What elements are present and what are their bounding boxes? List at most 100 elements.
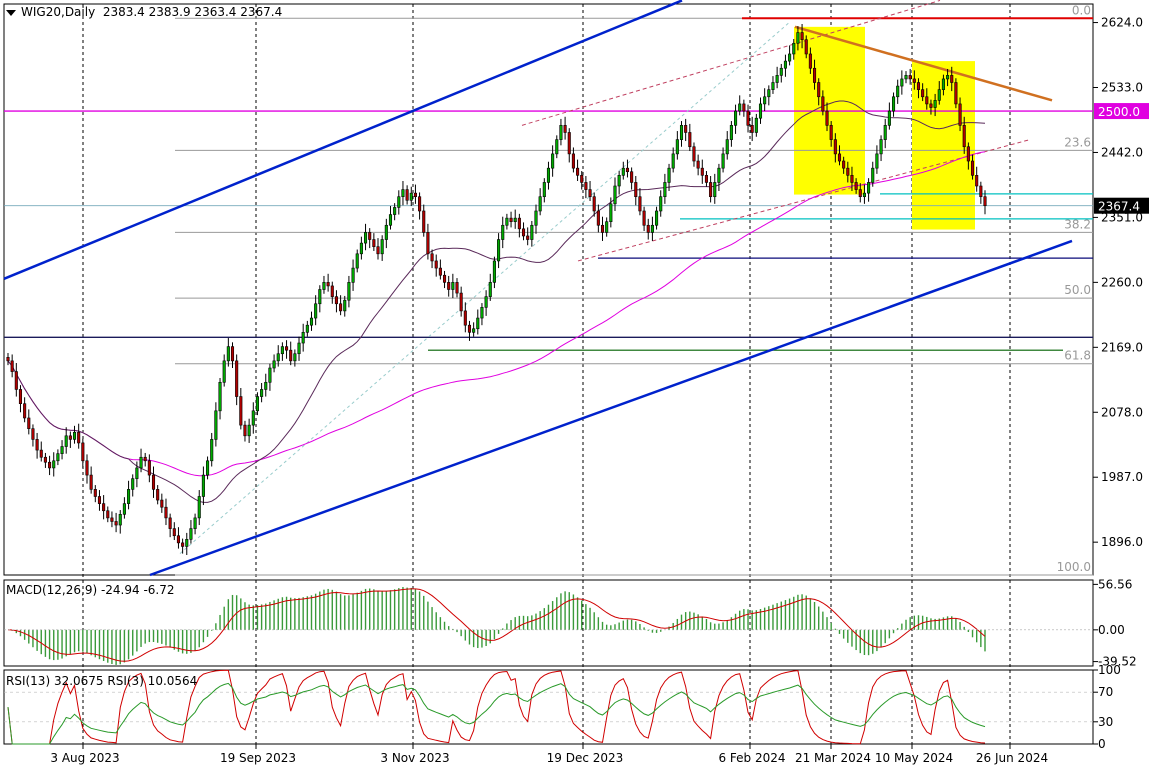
candle-body	[363, 232, 368, 244]
candle-body	[983, 196, 987, 207]
candle-body	[862, 192, 866, 198]
candle-body	[243, 424, 247, 437]
macd-header: MACD(12,26,9) -24.94 -6.72	[6, 583, 175, 597]
candle-body	[31, 428, 35, 440]
downtrend-resistance-line	[794, 25, 1053, 102]
main-chart-header: WIG20,Daily 2383.4 2383.9 2363.4 2367.4	[6, 5, 282, 19]
candle-body	[151, 474, 156, 490]
channel-lower-line	[149, 239, 1073, 577]
candle-body	[655, 210, 659, 226]
fib-level-label-4: 61.8	[1064, 349, 1091, 363]
candle-body	[688, 132, 692, 148]
candle-body	[93, 489, 97, 497]
x-tick-label-0: 3 Aug 2023	[50, 751, 119, 765]
candle-body	[580, 175, 584, 183]
fib-level-label-3: 50.0	[1064, 283, 1091, 297]
last-price-badge	[1094, 197, 1149, 214]
candle-body	[813, 67, 817, 83]
level-2500-badge	[1094, 103, 1149, 120]
candle-body	[384, 224, 388, 240]
candle-body	[796, 32, 800, 44]
fib-level-label-0: 0.0	[1072, 3, 1091, 17]
candle-body	[351, 267, 355, 283]
candle-body	[181, 542, 185, 547]
candle-body	[64, 435, 68, 447]
candle-body	[459, 292, 463, 312]
candle-body	[867, 182, 871, 194]
candle-body	[617, 175, 621, 187]
candle-body	[280, 346, 284, 355]
rsi-panel-frame	[3, 669, 1094, 745]
candle-body	[933, 100, 937, 108]
candle-body	[704, 175, 708, 183]
candle-body	[700, 167, 704, 176]
candle-body	[954, 82, 958, 105]
sma-long-line	[7, 151, 986, 477]
candle-body	[858, 189, 862, 198]
ohlc-values: 2383.4 2383.9 2363.4 2367.4	[102, 5, 283, 19]
candle-body	[6, 357, 10, 362]
price-y-tick-label-0: 2624.0	[1101, 16, 1143, 30]
candle-body	[613, 185, 617, 205]
candle-body	[883, 125, 887, 140]
candle-body	[734, 110, 738, 126]
candle-body	[297, 342, 301, 355]
price-y-tick-label-5: 2169.0	[1101, 340, 1143, 354]
candle-body	[35, 439, 39, 451]
candle-body	[501, 224, 505, 240]
candle-body	[476, 317, 480, 330]
candle-body	[301, 332, 305, 344]
candle-body	[48, 461, 52, 469]
candle-body	[206, 460, 210, 476]
candle-body	[251, 410, 255, 426]
candle-body	[72, 431, 77, 440]
candle-body	[10, 360, 14, 372]
price-y-tick-label-7: 1987.0	[1101, 470, 1143, 484]
x-tick-label-5: 21 Mar 2024	[795, 751, 871, 765]
candle-body	[135, 467, 139, 479]
candle-body	[430, 253, 434, 262]
candle-body	[667, 167, 671, 183]
candle-body	[546, 167, 551, 183]
candle-body	[750, 125, 754, 133]
candle-body	[555, 139, 559, 155]
fib-level-label-1: 23.6	[1064, 135, 1091, 149]
candle-body	[81, 442, 85, 462]
candle-body	[393, 207, 397, 215]
rsi-header: RSI(13) 32.0675 RSI(3) 10.0564	[6, 674, 198, 688]
candle-body	[829, 125, 833, 140]
candle-body	[821, 96, 825, 112]
candle-body	[168, 517, 172, 529]
candle-body	[239, 396, 243, 426]
candle-body	[289, 349, 293, 362]
candle-body	[763, 96, 767, 105]
collapse-triangle-icon[interactable]	[6, 9, 16, 16]
candle-body	[517, 217, 521, 230]
candle-body	[771, 82, 775, 90]
candle-body	[788, 53, 792, 62]
candle-body	[713, 182, 717, 198]
candle-body	[322, 282, 326, 290]
candle-body	[646, 224, 650, 233]
candle-body	[102, 503, 106, 512]
x-tick-label-6: 10 May 2024	[875, 751, 953, 765]
candle-body	[201, 474, 205, 497]
candle-body	[567, 132, 571, 155]
candle-body	[23, 403, 27, 419]
candle-body	[887, 110, 891, 126]
candle-body	[293, 353, 297, 362]
candle-body	[854, 182, 858, 190]
price-y-tick-label-1: 2533.0	[1101, 81, 1143, 95]
candle-body	[455, 282, 459, 294]
candle-body	[937, 89, 941, 101]
candle-body	[534, 210, 538, 226]
candle-body	[355, 253, 359, 269]
x-tick-label-7: 26 Jun 2024	[976, 751, 1048, 765]
candle-body	[164, 506, 168, 519]
candle-body	[276, 353, 280, 362]
symbol-label: WIG20	[21, 5, 61, 19]
candle-body	[650, 224, 654, 233]
candle-body	[309, 317, 314, 326]
